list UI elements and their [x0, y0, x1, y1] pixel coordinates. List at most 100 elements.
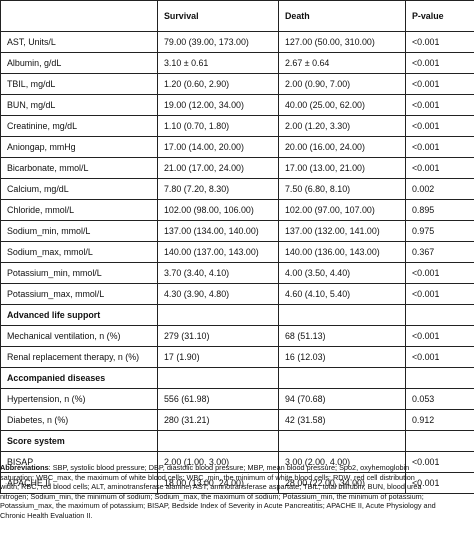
death-cell: 16 (12.03): [278, 346, 406, 368]
variable-cell: Accompanied diseases: [0, 367, 158, 389]
table-row: TBIL, mg/dL 1.20 (0.60, 2.90) 2.00 (0.90, …: [0, 73, 474, 95]
survival-cell: 21.00 (17.00, 24.00): [157, 157, 279, 179]
table-row: BISAP 2.00 (1.00, 3.00) 3.00 (2.00, 4.00) <…: [0, 451, 474, 473]
p-value-cell: <0.001: [405, 136, 474, 158]
variable-cell: Sodium_max, mmol/L: [0, 241, 158, 263]
variable-cell: Potassium_max, mmol/L: [0, 283, 158, 305]
death-cell: [278, 430, 406, 452]
variable-cell: AST, Units/L: [0, 31, 158, 53]
p-value-cell: <0.001: [405, 157, 474, 179]
abbreviations-note: Abbreviations: SBP, systolic blood press…: [0, 463, 474, 521]
table-row: Calcium, mg/dL 7.80 (7.20, 8.30) 7.50 (6.8…: [0, 178, 474, 200]
survival-cell: [157, 430, 279, 452]
results-table: Survival Death P-value AST, Units/L 79.00…: [0, 0, 474, 494]
table-header-row: Survival Death P-value: [0, 0, 474, 32]
variable-cell: Albumin, g/dL: [0, 52, 158, 74]
survival-cell: 556 (61.98): [157, 388, 279, 410]
p-value-cell: <0.001: [405, 472, 474, 494]
death-cell: 137.00 (132.00, 141.00): [278, 220, 406, 242]
table-row: Renal replacement therapy, n (%) 17 (1.90…: [0, 346, 474, 368]
table-row: Sodium_min, mmol/L 137.00 (134.00, 140.00…: [0, 220, 474, 242]
p-value-cell: 0.053: [405, 388, 474, 410]
table-row: Albumin, g/dL 3.10 ± 0.61 2.67 ± 0.64 <0.00…: [0, 52, 474, 74]
header-cell-death: Death: [278, 0, 406, 32]
p-value-cell: [405, 430, 474, 452]
abbreviations-line: : SBP, systolic blood pressure; DBP, dia…: [48, 463, 410, 472]
variable-cell: Sodium_min, mmol/L: [0, 220, 158, 242]
section-header-row: Advanced life support: [0, 304, 474, 326]
table-row: Sodium_max, mmol/L 140.00 (137.00, 143.00…: [0, 241, 474, 263]
table-row: Diabetes, n (%) 280 (31.21) 42 (31.58) 0.91…: [0, 409, 474, 431]
survival-cell: 79.00 (39.00, 173.00): [157, 31, 279, 53]
death-cell: 28.00 (22.00, 34.00): [278, 472, 406, 494]
death-cell: [278, 367, 406, 389]
survival-cell: 7.80 (7.20, 8.30): [157, 178, 279, 200]
survival-cell: 18.00 (13.00, 24.00): [157, 472, 279, 494]
p-value-cell: 0.975: [405, 220, 474, 242]
p-value-cell: <0.001: [405, 346, 474, 368]
abbreviations-label: Abbreviations: [0, 463, 49, 472]
table-row: Chloride, mmol/L 102.00 (98.00, 106.00) 10…: [0, 199, 474, 221]
death-cell: 2.67 ± 0.64: [278, 52, 406, 74]
p-value-cell: <0.001: [405, 52, 474, 74]
survival-cell: 1.20 (0.60, 2.90): [157, 73, 279, 95]
death-cell: 17.00 (13.00, 21.00): [278, 157, 406, 179]
table-row: Bicarbonate, mmol/L 21.00 (17.00, 24.00) 1…: [0, 157, 474, 179]
variable-cell: Creatinine, mg/dL: [0, 115, 158, 137]
survival-cell: 102.00 (98.00, 106.00): [157, 199, 279, 221]
death-cell: 20.00 (16.00, 24.00): [278, 136, 406, 158]
survival-cell: 17 (1.90): [157, 346, 279, 368]
variable-cell: Renal replacement therapy, n (%): [0, 346, 158, 368]
death-cell: 68 (51.13): [278, 325, 406, 347]
death-cell: 4.60 (4.10, 5.40): [278, 283, 406, 305]
survival-cell: 137.00 (134.00, 140.00): [157, 220, 279, 242]
p-value-cell: <0.001: [405, 94, 474, 116]
variable-cell: Mechanical ventilation, n (%): [0, 325, 158, 347]
abbreviations-line: width; RBC, red blood cells; ALT, aminot…: [0, 482, 422, 492]
p-value-cell: [405, 304, 474, 326]
variable-cell: Advanced life support: [0, 304, 158, 326]
survival-cell: 19.00 (12.00, 34.00): [157, 94, 279, 116]
abbreviations-line: Potassium_max, the maximum of potassium;…: [0, 501, 436, 511]
header-cell-variable: [0, 0, 158, 32]
variable-cell: Score system: [0, 430, 158, 452]
abbreviations-line: Chronic Health Evaluation II.: [0, 510, 93, 520]
variable-cell: Calcium, mg/dL: [0, 178, 158, 200]
header-cell-p-value: P-value: [405, 0, 474, 32]
death-cell: 2.00 (1.20, 3.30): [278, 115, 406, 137]
survival-cell: 140.00 (137.00, 143.00): [157, 241, 279, 263]
table-row: Potassium_min, mmol/L 3.70 (3.40, 4.10) 4.…: [0, 262, 474, 284]
death-cell: 94 (70.68): [278, 388, 406, 410]
death-cell: 4.00 (3.50, 4.40): [278, 262, 406, 284]
survival-cell: 17.00 (14.00, 20.00): [157, 136, 279, 158]
table-row: Creatinine, mg/dL 1.10 (0.70, 1.80) 2.00 (…: [0, 115, 474, 137]
table-row: Aniongap, mmHg 17.00 (14.00, 20.00) 20.00 …: [0, 136, 474, 158]
death-cell: 42 (31.58): [278, 409, 406, 431]
p-value-cell: <0.001: [405, 73, 474, 95]
p-value-cell: 0.367: [405, 241, 474, 263]
survival-cell: 1.10 (0.70, 1.80): [157, 115, 279, 137]
table-row: Mechanical ventilation, n (%) 279 (31.10)…: [0, 325, 474, 347]
variable-cell: BUN, mg/dL: [0, 94, 158, 116]
p-value-cell: [405, 367, 474, 389]
survival-cell: 3.70 (3.40, 4.10): [157, 262, 279, 284]
death-cell: 40.00 (25.00, 62.00): [278, 94, 406, 116]
variable-cell: Hypertension, n (%): [0, 388, 158, 410]
variable-cell: Diabetes, n (%): [0, 409, 158, 431]
death-cell: 2.00 (0.90, 7.00): [278, 73, 406, 95]
variable-cell: Aniongap, mmHg: [0, 136, 158, 158]
survival-cell: 280 (31.21): [157, 409, 279, 431]
variable-cell: Potassium_min, mmol/L: [0, 262, 158, 284]
p-value-cell: <0.001: [405, 262, 474, 284]
survival-cell: [157, 304, 279, 326]
survival-cell: 3.10 ± 0.61: [157, 52, 279, 74]
death-cell: 140.00 (136.00, 143.00): [278, 241, 406, 263]
variable-cell: TBIL, mg/dL: [0, 73, 158, 95]
header-cell-survival: Survival: [157, 0, 279, 32]
table-row: AST, Units/L 79.00 (39.00, 173.00) 127.00 …: [0, 31, 474, 53]
survival-cell: 4.30 (3.90, 4.80): [157, 283, 279, 305]
table-row: Hypertension, n (%) 556 (61.98) 94 (70.68)…: [0, 388, 474, 410]
table-body: AST, Units/L 79.00 (39.00, 173.00) 127.00 …: [0, 31, 474, 494]
death-cell: 102.00 (97.00, 107.00): [278, 199, 406, 221]
section-header-row: Accompanied diseases: [0, 367, 474, 389]
